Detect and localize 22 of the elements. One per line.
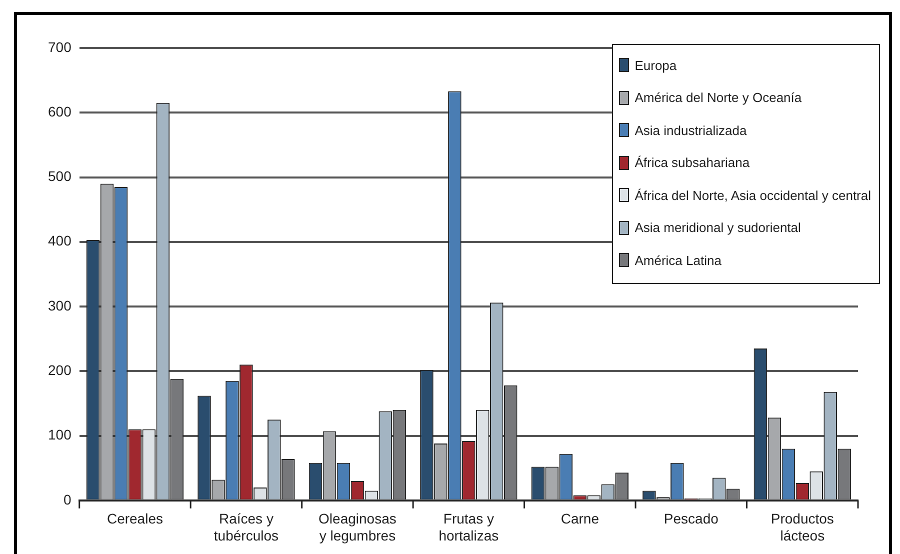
x-tick-label: Frutas y hortalizas	[438, 510, 499, 544]
legend-label: América Latina	[634, 252, 722, 268]
y-tick-label: 0	[64, 491, 72, 508]
legend-label: Asia industrializada	[634, 122, 747, 138]
x-tick-label: Cereales	[106, 510, 163, 527]
y-tick-label: 300	[48, 297, 72, 314]
x-tick-label: Oleaginosas y legumbres	[318, 510, 396, 544]
legend-label: América del Norte y Oceanía	[634, 90, 802, 106]
x-tick-label: Carne	[560, 510, 600, 527]
legend-label: Asia meridional y sudoriental	[634, 220, 801, 236]
y-tick-label: 500	[48, 168, 72, 184]
x-tick-label: Raíces y tubérculos	[214, 510, 279, 544]
y-tick-label: 400	[48, 232, 72, 249]
y-tick-label: 200	[48, 362, 72, 378]
legend-label: África subsahariana	[634, 155, 750, 170]
y-tick-label: 100	[48, 426, 72, 443]
legend-label: África del Norte, Asia occidental y central	[634, 188, 871, 203]
y-tick-label: 600	[48, 103, 72, 120]
x-tick-label: Productos lácteos	[770, 510, 834, 544]
x-tick-label: Pescado	[664, 510, 719, 527]
y-tick-label: 700	[48, 38, 72, 55]
legend-label: Europa	[634, 58, 677, 73]
